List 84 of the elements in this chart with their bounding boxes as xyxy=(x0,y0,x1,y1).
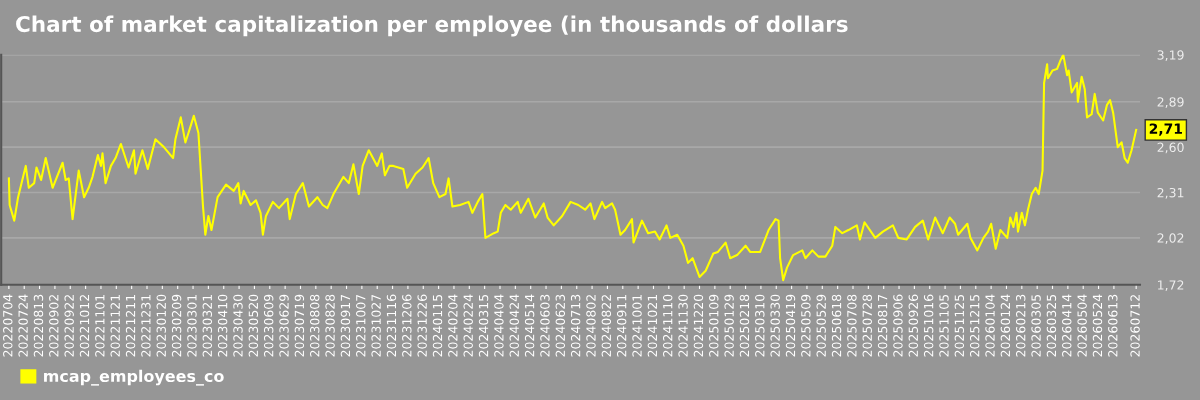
x-tick-label: 20230719 xyxy=(294,294,305,357)
x-tick-label: 20240224 xyxy=(463,294,473,357)
x-tick-label: 20250817 xyxy=(877,294,888,357)
x-tick-label: 20240822 xyxy=(601,295,612,357)
x-tick-label: 20250708 xyxy=(847,294,857,357)
x-tick-label: 20251016 xyxy=(923,294,934,357)
x-tick-label: 20240713 xyxy=(570,294,581,357)
x-tick-label: 20250529 xyxy=(816,294,826,357)
x-tick-label: 20240514 xyxy=(524,294,535,357)
x-tick-label: 20220724 xyxy=(18,294,28,357)
line-series xyxy=(7,54,1138,282)
x-tick-label: 20250109 xyxy=(709,294,719,357)
x-tick-label: 20221231 xyxy=(141,294,151,357)
x-tick-label: 20250419 xyxy=(785,294,796,357)
x-tick-label: 20220902 xyxy=(49,295,59,357)
x-tick-label: 20251125 xyxy=(954,294,965,357)
x-tick-label: 20230430 xyxy=(233,294,243,357)
x-tick-label: 20260613 xyxy=(1108,294,1118,357)
annotation: 2,71 xyxy=(1149,123,1182,136)
y-tick-label: 2,89 xyxy=(1157,97,1184,108)
x-tick-label: 20250618 xyxy=(831,294,842,357)
x-tick-label: 20230321 xyxy=(202,294,213,357)
x-tick-label: 20240404 xyxy=(494,294,504,357)
x-tick-label: 20241110 xyxy=(663,294,673,357)
x-tick-label: 20251105 xyxy=(939,294,949,357)
x-tick-label: 20230301 xyxy=(187,294,197,357)
x-tick-label: 20240623 xyxy=(555,294,566,357)
x-tick-label: 20250728 xyxy=(862,294,872,357)
x-tick-label: 20221012 xyxy=(79,295,90,357)
x-tick-label: 20241130 xyxy=(678,294,688,357)
x-tick-label: 20231206 xyxy=(402,294,412,357)
x-tick-label: 20260712 xyxy=(1130,295,1140,357)
x-tick-label: 20221211 xyxy=(125,294,136,357)
x-tick-label: 20241021 xyxy=(647,294,658,357)
x-tick-label: 20230609 xyxy=(263,294,274,357)
x-tick-label: 20240603 xyxy=(540,294,550,357)
x-tick-label: 20260524 xyxy=(1092,294,1103,357)
y-tick-label: 1,72 xyxy=(1158,280,1184,291)
x-tick-label: 20250129 xyxy=(724,294,734,357)
x-tick-label: 20231116 xyxy=(386,294,397,357)
x-tick-label: 20260325 xyxy=(1046,294,1057,357)
x-tick-label: 20250926 xyxy=(908,294,919,357)
x-tick-label: 20240115 xyxy=(432,294,443,357)
x-tick-label: 20230209 xyxy=(171,294,182,357)
x-tick-label: 20220813 xyxy=(33,294,44,357)
x-tick-label: 20250509 xyxy=(801,294,811,357)
x-tick-label: 20250906 xyxy=(893,294,903,357)
x-tick-label: 20241001 xyxy=(632,294,642,357)
x-tick-label: 20230120 xyxy=(156,294,166,357)
x-tick-label: 20240204 xyxy=(448,294,458,357)
y-tick-label: 2,31 xyxy=(1157,187,1184,199)
x-tick-label: 20240424 xyxy=(509,294,519,357)
x-tick-label: 20260414 xyxy=(1062,294,1072,357)
x-tick-label: 20230629 xyxy=(279,294,289,357)
x-tick-label: 20220922 xyxy=(64,295,74,357)
x-tick-label: 20230808 xyxy=(310,294,320,357)
x-tick-label: 20231007 xyxy=(356,294,366,357)
legend-label: mcap_employees_co xyxy=(44,369,224,386)
y-tick-label: 2,02 xyxy=(1157,233,1184,245)
y-tick-label: 2,60 xyxy=(1157,142,1184,154)
x-tick-label: 20221121 xyxy=(110,294,120,357)
x-tick-label: 20231226 xyxy=(417,294,427,357)
x-tick-label: 20241220 xyxy=(693,294,704,357)
x-tick-label: 20230917 xyxy=(340,294,351,357)
x-tick-label: 20250310 xyxy=(755,294,765,357)
x-tick-label: 20260504 xyxy=(1077,294,1087,357)
x-tick-label: 20260213 xyxy=(1015,294,1026,357)
x-tick-label: 20240802 xyxy=(586,295,596,357)
x-tick-label: 20251215 xyxy=(969,294,980,357)
x-tick-label: 20220704 xyxy=(3,294,13,357)
x-tick-label: 20240315 xyxy=(478,294,489,357)
x-tick-label: 20231027 xyxy=(371,294,381,357)
x-tick-label: 20230828 xyxy=(325,294,335,357)
x-tick-label: 20221101 xyxy=(95,294,105,357)
x-tick-label: 20250330 xyxy=(770,294,780,357)
x-tick-label: 20260305 xyxy=(1031,294,1041,357)
x-tick-label: 20240911 xyxy=(616,294,627,357)
x-tick-label: 20260104 xyxy=(985,294,995,357)
x-tick-label: 20250218 xyxy=(739,294,750,357)
x-tick-label: 20230410 xyxy=(217,294,228,357)
x-tick-label: 20260124 xyxy=(1000,294,1011,357)
x-tick-label: 20230520 xyxy=(248,294,259,357)
chart-title: Chart of market capitalization per employee (in thousands of dollars xyxy=(16,15,848,37)
y-tick-label: 3,19 xyxy=(1157,50,1184,61)
